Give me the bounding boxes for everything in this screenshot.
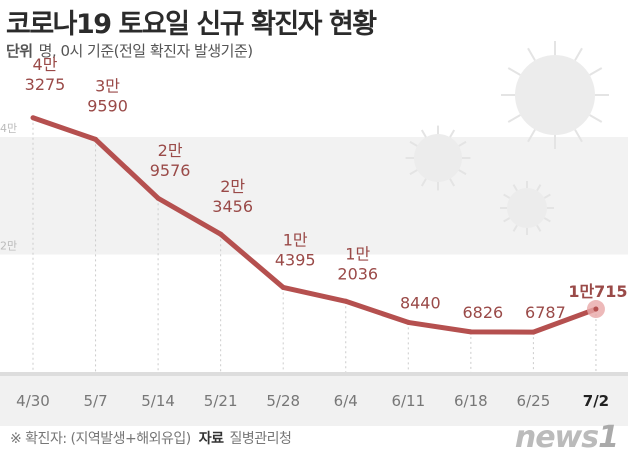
virus-icon xyxy=(501,41,609,149)
data-label: 9590 xyxy=(87,96,128,115)
virus-icon xyxy=(405,125,471,191)
y-tick-label: 4만 xyxy=(0,122,17,135)
unit-note: 단위 명, 0시 기준(전일 확진자 발생기준) xyxy=(6,40,253,61)
data-label: 6787 xyxy=(525,303,566,322)
data-point xyxy=(343,298,349,304)
data-label-top: 2만 xyxy=(158,141,183,160)
data-label-top: 3만 xyxy=(95,76,120,95)
data-point xyxy=(405,319,411,325)
data-point xyxy=(218,231,224,237)
x-axis-line xyxy=(0,372,628,376)
data-label: 2036 xyxy=(337,264,378,283)
x-tick-label: 6/25 xyxy=(517,392,551,410)
y-tick-label: 2만 xyxy=(0,240,17,253)
data-point xyxy=(593,306,599,312)
data-label: 3275 xyxy=(25,75,66,94)
data-label: 1만715 xyxy=(568,282,627,301)
x-tick-label: 6/4 xyxy=(334,392,358,410)
x-tick-label: 5/28 xyxy=(266,392,300,410)
data-point xyxy=(155,195,161,201)
data-label-top: 2만 xyxy=(220,177,245,196)
source: 질병관리청 xyxy=(229,431,292,447)
data-point xyxy=(30,115,36,121)
data-label-top: 4만 xyxy=(33,55,58,74)
footnote: ※ 확진자: (지역발생+해외유입) xyxy=(10,431,191,447)
data-point xyxy=(468,329,474,335)
x-tick-label: 5/21 xyxy=(204,392,238,410)
data-label-top: 1만 xyxy=(345,244,370,263)
data-label: 8440 xyxy=(400,293,441,312)
data-point xyxy=(93,136,99,142)
x-tick-label: 4/30 xyxy=(16,392,50,410)
data-label: 6826 xyxy=(462,303,503,322)
x-tick-label: 7/2 xyxy=(583,392,609,410)
unit-label: 단위 xyxy=(6,42,33,60)
data-label: 9576 xyxy=(150,161,191,180)
news1-logo: news1 xyxy=(514,420,619,455)
data-point xyxy=(530,329,536,335)
data-label: 4395 xyxy=(275,250,316,269)
data-label: 3456 xyxy=(212,197,253,216)
x-tick-label: 5/14 xyxy=(141,392,175,410)
x-axis-band xyxy=(0,376,628,426)
series-line xyxy=(32,115,597,335)
x-tick-label: 6/11 xyxy=(391,392,425,410)
footer-note: ※ 확진자: (지역발생+해외유입) 자료 질병관리청 xyxy=(10,428,292,448)
data-point xyxy=(280,284,286,290)
x-tick-label: 6/18 xyxy=(454,392,488,410)
unit-text: 명, 0시 기준(전일 확진자 발생기준) xyxy=(38,42,254,60)
virus-icon xyxy=(500,181,554,235)
data-label-top: 1만 xyxy=(283,230,308,249)
x-tick-label: 5/7 xyxy=(83,392,107,410)
source-label: 자료 xyxy=(198,431,224,447)
page-title: 코로나19 토요일 신규 확진자 현황 xyxy=(6,9,377,40)
